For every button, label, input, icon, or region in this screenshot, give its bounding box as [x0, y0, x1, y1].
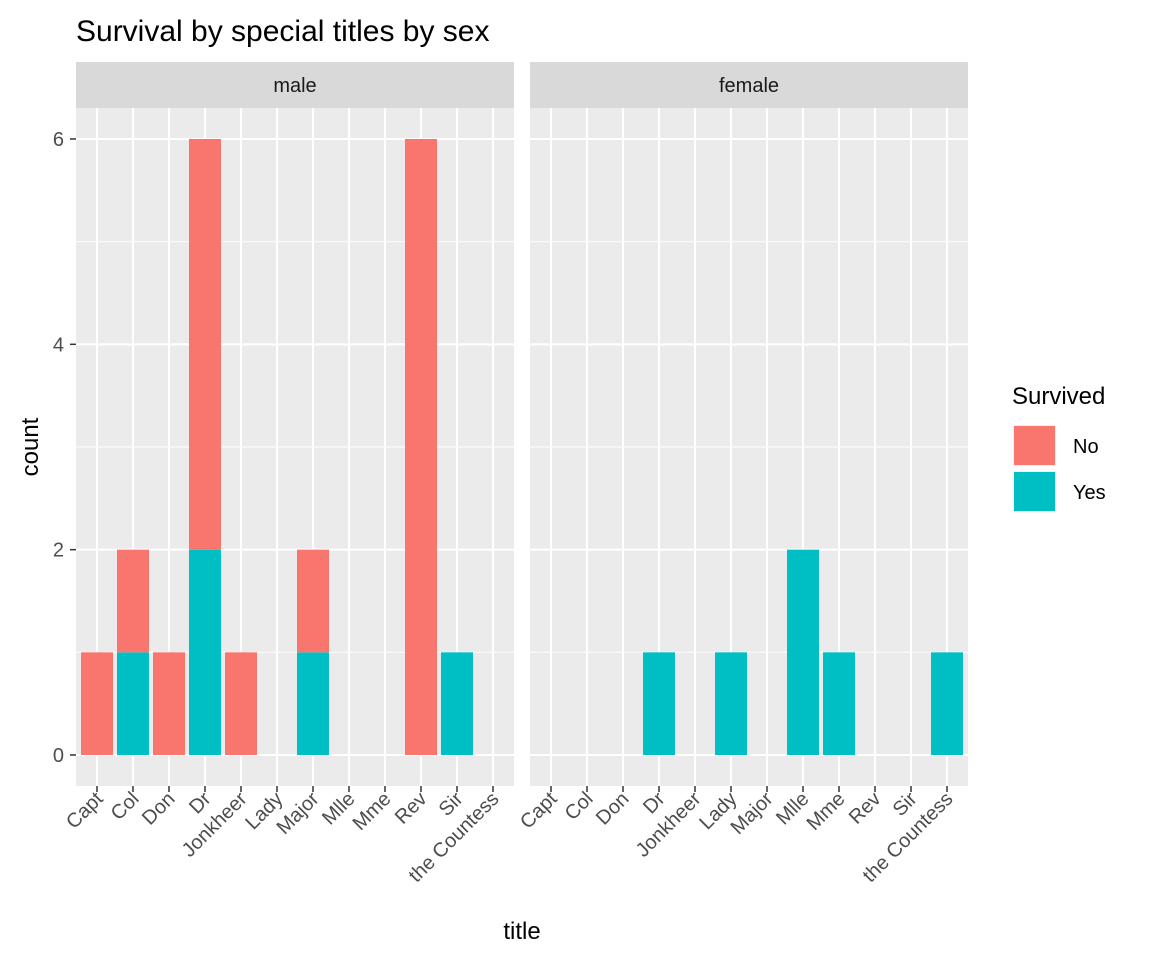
y-axis-title: count [17, 417, 44, 476]
legend-label-no: No [1073, 436, 1099, 458]
x-tick-label: Don [592, 788, 634, 830]
x-tick-label: Rev [845, 788, 886, 829]
facet-strip-label: female [719, 75, 779, 97]
x-tick-label: Mme [803, 788, 850, 835]
legend: Survived No Yes [1012, 383, 1106, 512]
y-tick-label: 0 [53, 745, 64, 767]
x-tick-label: Major [273, 788, 324, 839]
x-tick-label: Rev [391, 788, 432, 829]
x-tick-label: Capt [516, 788, 562, 834]
legend-label-yes: Yes [1073, 482, 1106, 504]
facet-strip-label: male [273, 75, 316, 97]
legend-key-yes [1014, 472, 1055, 511]
facet-strip [76, 62, 514, 108]
bar-male-Dr-no [189, 138, 221, 550]
chart-title: Survival by special titles by sex [76, 15, 490, 48]
bar-male-Don-no [153, 652, 185, 755]
bar-male-Col-yes [117, 652, 149, 755]
bar-male-Rev-no [405, 138, 437, 756]
x-axis-title: title [503, 918, 540, 945]
bar-male-Jonkheer-no [225, 652, 257, 755]
x-tick-label: Major [727, 788, 778, 839]
y-axis: 0 2 4 6 [53, 129, 76, 767]
x-tick-label: Col [561, 788, 598, 825]
bar-female-Lady-yes [715, 652, 747, 755]
facet-strip [530, 62, 968, 108]
y-tick-label: 6 [53, 129, 64, 151]
bar-female-Mme-yes [823, 652, 855, 755]
bar-male-Capt-no [81, 652, 113, 755]
bar-male-Major-yes [297, 652, 329, 755]
y-tick-label: 4 [53, 334, 64, 356]
legend-key-no [1014, 426, 1055, 465]
bar-female-Mlle-yes [787, 549, 819, 755]
y-tick-label: 2 [53, 540, 64, 562]
bar-male-Sir-yes [441, 652, 473, 755]
bar-male-Dr-yes [189, 549, 221, 755]
x-tick-label: Mme [349, 788, 396, 835]
bar-male-Major-no [297, 549, 329, 653]
legend-title: Survived [1012, 383, 1105, 410]
x-tick-label: Capt [62, 788, 108, 834]
bar-female-Dr-yes [643, 652, 675, 755]
x-tick-label: Col [107, 788, 144, 825]
x-tick-label: Don [138, 788, 180, 830]
bar-female-the Countess-yes [931, 652, 963, 755]
bar-male-Col-no [117, 549, 149, 653]
